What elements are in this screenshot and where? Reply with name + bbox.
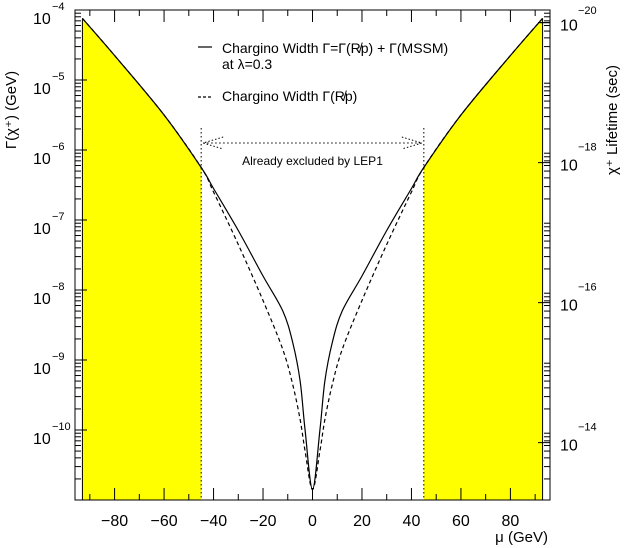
- y-tick-label: 10: [33, 291, 51, 308]
- excluded-region-fills: [81, 18, 544, 501]
- x-tick-label: 40: [403, 513, 421, 530]
- y-tick-exponent: −8: [52, 281, 65, 293]
- tick-labels: −80 −60 −40 −20 0 20 40 60 8010−410−510−610−710−…: [33, 1, 597, 530]
- legend-dashed-label: Chargino Width Γ(R̸p): [222, 88, 357, 104]
- x-tick-label: 20: [353, 513, 371, 530]
- y-tick-exponent: −7: [52, 211, 65, 223]
- excluded-region-right: [423, 18, 543, 501]
- x-tick-label: −20: [249, 513, 276, 530]
- x-tick-label: −60: [150, 513, 177, 530]
- y-tick-exponent: −4: [52, 1, 65, 13]
- x-tick-label: −80: [101, 513, 128, 530]
- lep1-annotation: Already excluded by LEP1: [200, 128, 425, 500]
- legend-solid-label: Chargino Width Γ=Γ(R̸p) + Γ(MSSM): [222, 40, 448, 56]
- legend-solid-sublabel: at λ=0.3: [222, 56, 272, 72]
- y2-axis-title: χ⁺ Lifetime (sec): [604, 65, 621, 175]
- y-tick-label: 10: [33, 431, 51, 448]
- y-tick-exponent: −10: [52, 421, 71, 433]
- x-tick-label: 0: [308, 513, 317, 530]
- axis-titles: μ (GeV) Γ(χ⁺) (GeV) χ⁺ Lifetime (sec): [3, 65, 621, 546]
- y2-tick-label: 10: [560, 18, 578, 35]
- y-tick-label: 10: [33, 81, 51, 98]
- y-tick-exponent: −9: [52, 351, 65, 363]
- y2-tick-exponent: −14: [578, 422, 597, 434]
- x-tick-label: 60: [452, 513, 470, 530]
- lep1-annotation-text: Already excluded by LEP1: [242, 154, 383, 168]
- y-tick-label: 10: [33, 221, 51, 238]
- y-tick-label: 10: [33, 361, 51, 378]
- y-axis-title: Γ(χ⁺) (GeV): [3, 71, 20, 149]
- excluded-region-left: [82, 18, 202, 501]
- y2-tick-exponent: −20: [578, 5, 597, 17]
- legend: Chargino Width Γ=Γ(R̸p) + Γ(MSSM)at λ=0.…: [198, 40, 448, 104]
- x-axis-title: μ (GeV): [495, 529, 548, 546]
- y2-tick-label: 10: [560, 158, 578, 175]
- y2-tick-exponent: −18: [578, 142, 597, 154]
- y2-tick-label: 10: [560, 298, 578, 315]
- y-tick-label: 10: [33, 151, 51, 168]
- y-tick-exponent: −6: [52, 141, 65, 153]
- y2-tick-label: 10: [560, 438, 578, 455]
- y-tick-exponent: −5: [52, 71, 65, 83]
- y2-tick-exponent: −16: [578, 282, 597, 294]
- x-tick-label: 80: [502, 513, 520, 530]
- x-tick-label: −40: [200, 513, 227, 530]
- y-tick-label: 10: [33, 11, 51, 28]
- axis-ticks: [75, 9, 550, 501]
